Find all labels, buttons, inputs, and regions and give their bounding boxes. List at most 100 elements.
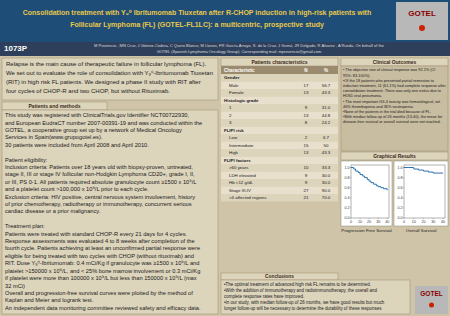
table-row [221,112,338,120]
x-tick-label: 30 [431,220,435,224]
table-row [221,97,338,105]
x-tick-label: 10 [412,220,416,224]
table-row [221,142,338,150]
text-line: 0.4 [344,196,349,200]
text-line: Male [229,83,239,88]
text-line: 24.2 [322,120,331,125]
table-cell: Stage III-IV [229,188,251,193]
logo-text: GOTEL [408,9,436,18]
section-title: Patients characteristics [251,59,307,65]
y-tick-label: 0.4 [344,196,349,200]
text-line: longer follow-up will be necessary to de… [224,306,382,311]
text-line: •With median follow-up of 26 months (13-… [343,115,443,119]
text-line: 30 patients were included from April 200… [5,142,149,148]
text-line: 0.0 [344,216,349,220]
y-tick-label: 0.6 [397,186,402,190]
table-cell: 43.3 [322,90,331,95]
logo-dot [429,303,434,308]
text-line: 0.2 [344,206,349,210]
text-line: >4 affected regions [229,195,267,200]
text-line: 9 [305,105,308,110]
text-line: High [229,150,239,155]
survival-chart: 0102030400.00.20.40.60.81.0 [394,161,448,226]
text-line: GOTEL (Spanish Lymphoma Oncology Group).… [157,49,322,54]
section-title: Patients and methods [29,103,81,109]
text-line: Female [229,90,244,95]
text-line: Services in Spain(www.grupogotel.es). [5,134,103,140]
text-line: 30 [431,220,435,224]
title: Consolidation treatment with Y₉⁰ Ibritum… [23,9,371,17]
table-cell: 2 [229,113,232,118]
y-tick [350,218,351,219]
text-line: Patients characteristics [251,59,307,65]
text-line: 50 [324,143,329,148]
text-line: LDH elevated [229,173,256,178]
authors: GOTEL (Spanish Lymphoma Oncology Group).… [157,49,322,54]
text-line: Intermediate [229,143,254,148]
table-cell: 43.3 [322,150,331,155]
header-band [0,0,450,42]
text-line: Gender [224,75,240,80]
table-cell: 9 [305,173,308,178]
text-line: 33.3 [322,165,331,170]
plot-frame [404,165,445,218]
text-line: 0.2 [397,206,402,210]
text-line: N [304,68,308,73]
y-tick [350,207,351,208]
text-line: Overall Survival [406,228,437,233]
y-tick-label: 0.8 [344,176,349,180]
text-line: 40 [385,220,389,224]
text-line: induction treatment, 11 (61.1%) had comp… [343,84,446,88]
text-line: of prior chemotherapy, radiotherapy or i… [5,201,192,207]
text-line: 8 [305,120,308,125]
table-cell: 17 [304,83,309,88]
table-cell: 33.3 [322,165,331,170]
table-cell: 10 [304,165,309,170]
text-line: platelet >150000 x 10⁹/L, and < 25% bone… [5,268,200,274]
text-line: consolidation treatment. There was only … [343,89,441,93]
text-line: 0.8 [344,176,349,180]
table-group: Gender [224,75,240,80]
text-line: 0.4 [397,196,402,200]
text-line: 95%: 83-100%). [343,74,370,78]
table-cell: Male [229,83,239,88]
y-tick [350,177,351,178]
text-line: 6.7 [323,135,330,140]
text-line: 32 mCi) [5,283,25,289]
text-line: Patient eligibility: [5,157,48,163]
table-row [221,187,338,195]
text-line: 0 [403,220,405,224]
text-line: 9 [305,173,308,178]
table-cell: 8 [305,120,308,125]
text-line: Exclusion criteria: HIV positive, centra… [5,194,195,200]
table-cell: >4 affected regions [229,195,267,200]
table-column-header: % [324,68,328,73]
text-line: RIT. Dose Y₉⁰-Ibritumomab: 0.4 mCi/Kg if… [5,260,199,266]
survival-curve [404,168,443,174]
table-cell: 44.8 [322,113,331,118]
y-tick-label: 0.2 [344,206,349,210]
text-line: 1.0 [397,166,402,170]
text-line: FLIPI risk [224,128,244,133]
text-line: Patients and methods [29,103,81,109]
text-line: 20 [367,220,371,224]
table-cell: LDH elevated [229,173,256,178]
x-tick-label: 20 [422,220,426,224]
table-cell: >60 years [229,165,249,170]
text-line: 27 [304,188,309,193]
text-line: 2 [305,135,308,140]
text-line: Clinical Outcomes [373,59,417,65]
table-cell: 21 [304,195,309,200]
text-line: FLIPI factors [224,158,251,163]
subheader-band [0,42,450,56]
table-cell: 30.0 [322,173,331,178]
section-title: Graphical Results [373,153,416,159]
logo-box [415,286,448,314]
section-header [221,273,338,280]
text-line: 0.6 [344,186,349,190]
text-line: Low [229,135,238,140]
logo-text: GOTEL [420,290,442,297]
table-row [221,179,338,187]
text-line: 10 [304,165,309,170]
y-tick [350,167,351,168]
